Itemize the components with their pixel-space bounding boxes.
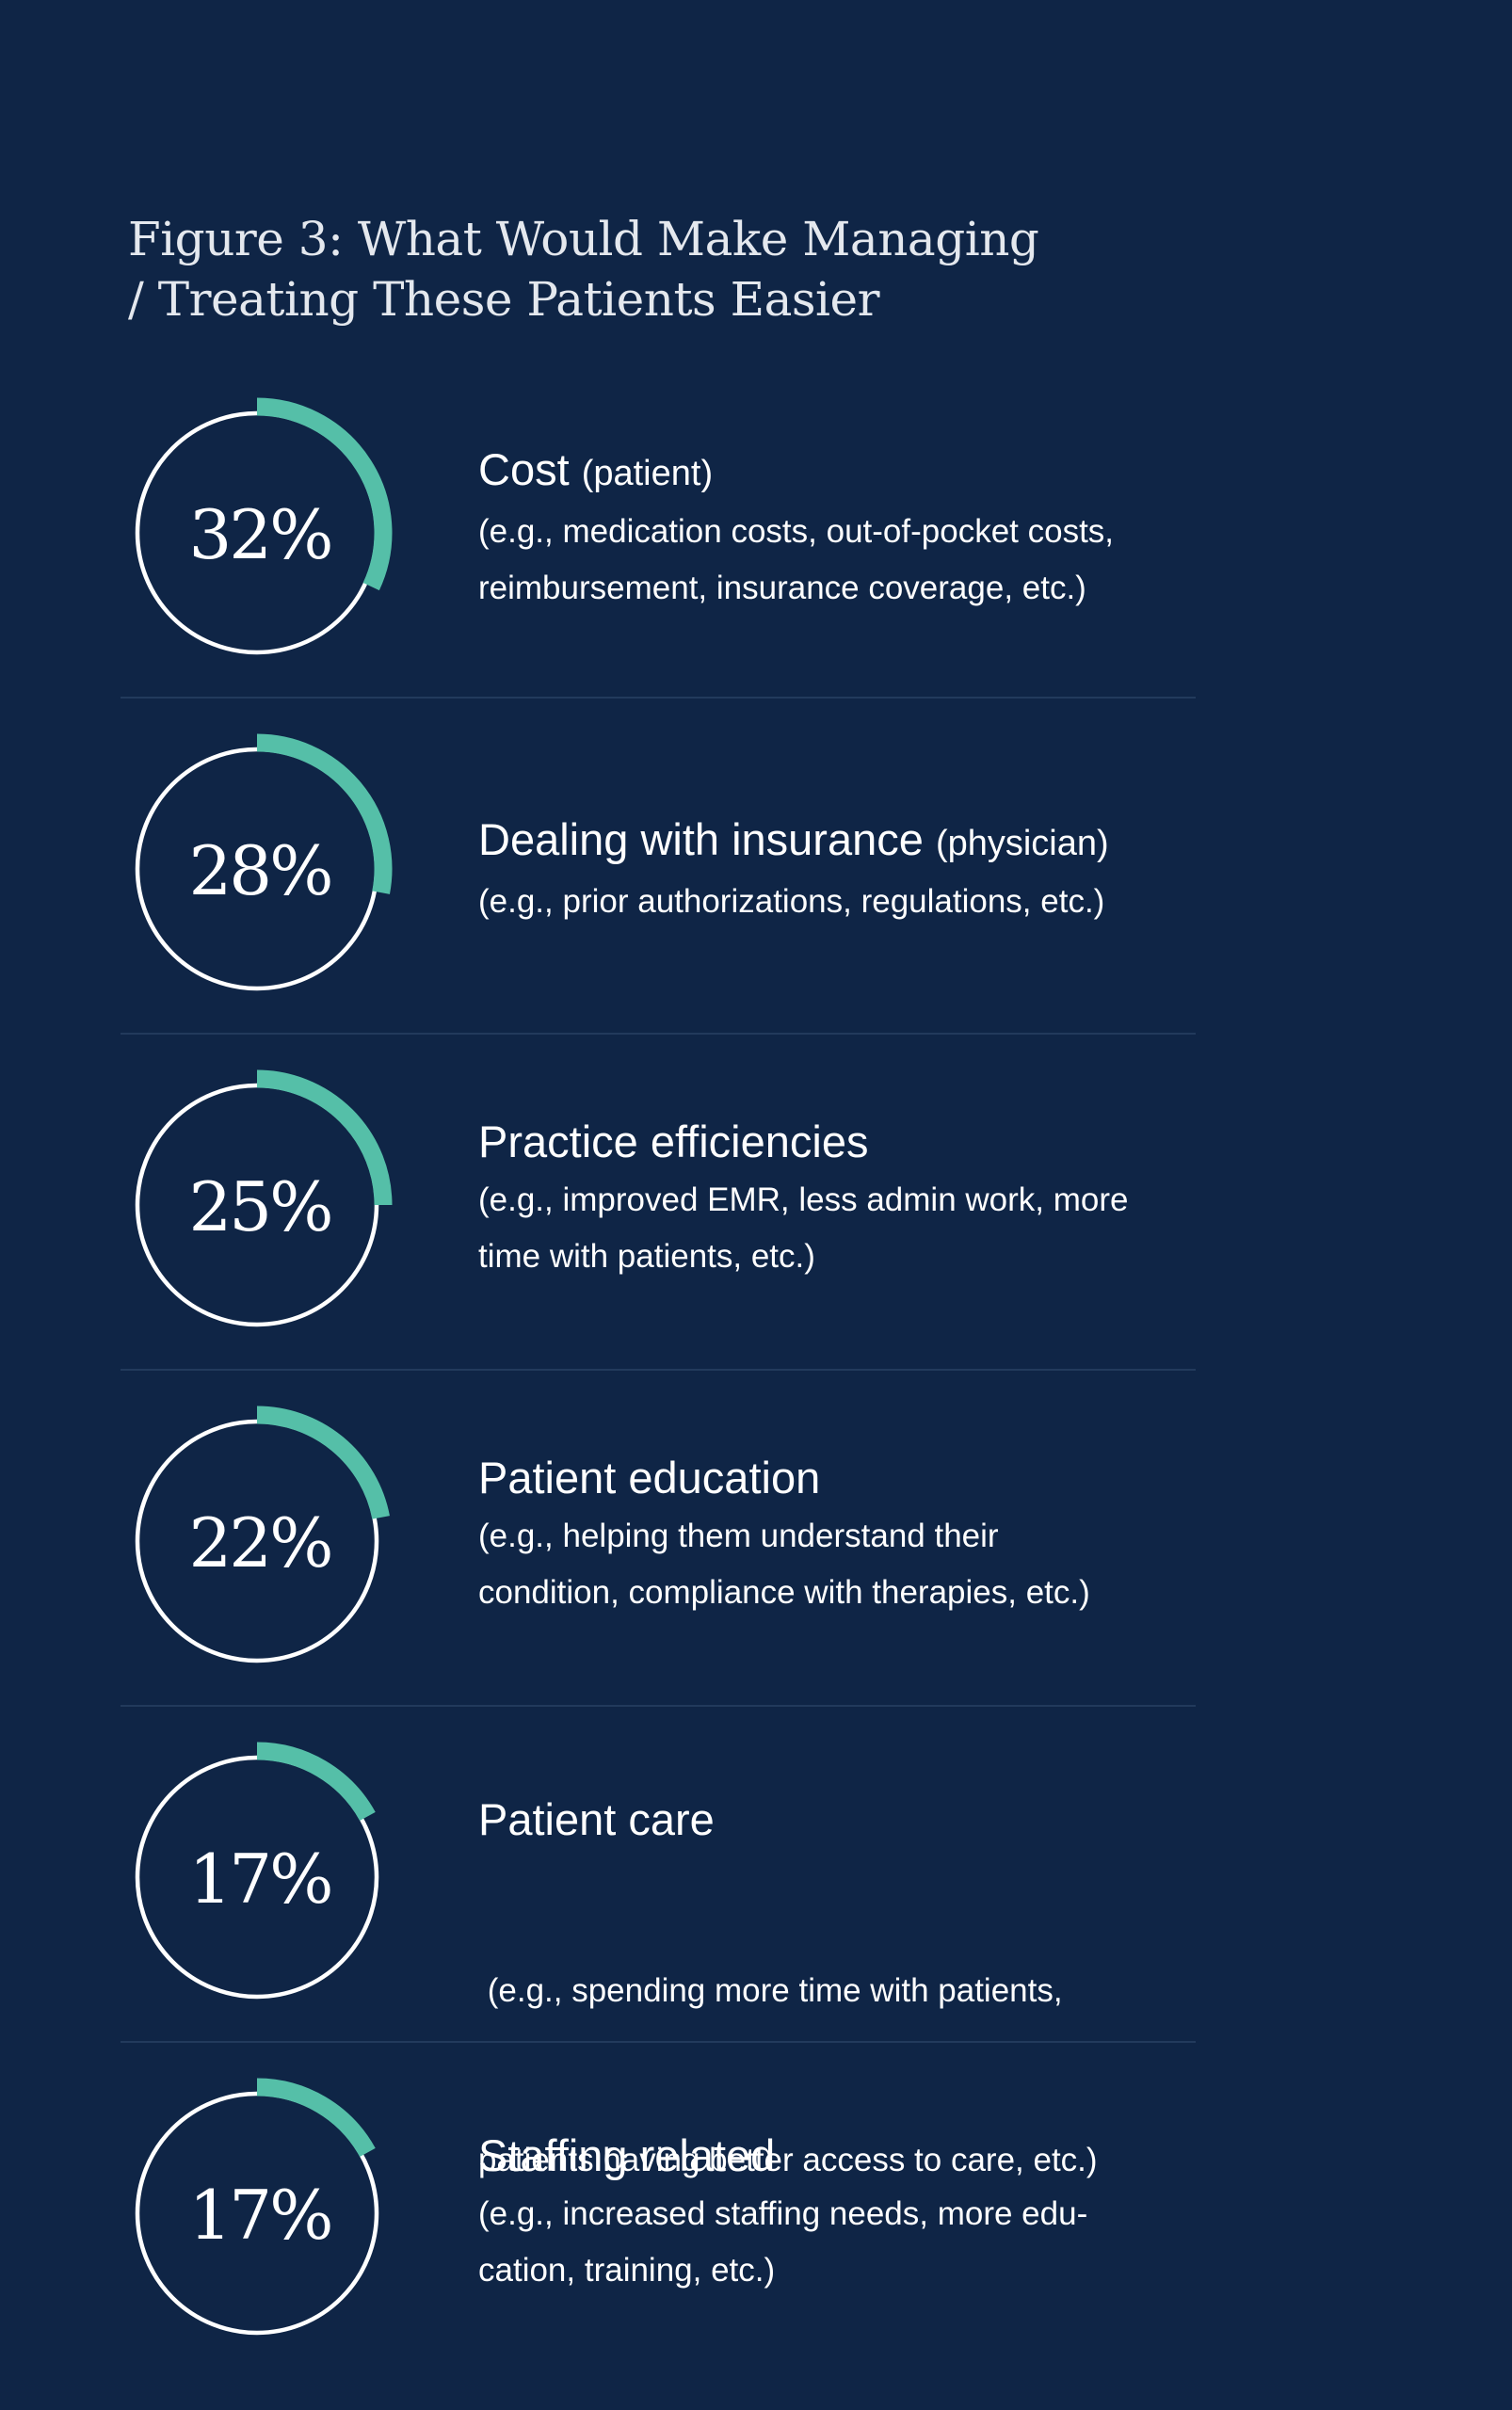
progress-arc <box>256 1069 393 1206</box>
percent-label: 22% <box>188 1503 330 1583</box>
item-description: (e.g., increased staffing needs, more ed… <box>478 2186 1194 2299</box>
progress-ring-svg: 32% <box>135 397 393 655</box>
chart-item-insurance: 28% Dealing with insurance (physician) (… <box>121 699 1196 1035</box>
percent-label: 32% <box>188 495 330 574</box>
item-text: Practice efficiencies (e.g., improved EM… <box>478 1114 1194 1285</box>
percent-label: 17% <box>188 1840 330 1919</box>
item-description: (e.g., helping them understand their con… <box>478 1508 1194 1621</box>
item-description-line: reimbursement, insurance coverage, etc.) <box>478 570 1086 606</box>
item-description-line: cation, training, etc.) <box>478 2252 776 2289</box>
item-heading: Dealing with insurance (physician) <box>478 811 1194 872</box>
progress-arc <box>256 2078 376 2158</box>
progress-ring: 22% <box>121 1405 394 1678</box>
item-text: Staffing related (e.g., increased staffi… <box>478 2128 1194 2299</box>
item-description-line: time with patients, etc.) <box>478 1238 815 1275</box>
progress-ring: 17% <box>121 1741 394 2014</box>
progress-ring-svg: 25% <box>135 1069 393 1327</box>
progress-ring: 32% <box>121 396 394 669</box>
item-description-line: patients having better access to care, e… <box>478 2142 1098 2178</box>
item-text: Patient care (e.g., spending more time w… <box>478 1791 1194 2302</box>
item-description-line: (e.g., medication costs, out-of-pocket c… <box>478 513 1115 550</box>
chart-item-staffing: 17% Staffing related (e.g., increased st… <box>121 2043 1196 2379</box>
item-description-line: (e.g., improved EMR, less admin work, mo… <box>478 1181 1129 1218</box>
item-description: (e.g., medication costs, out-of-pocket c… <box>478 504 1194 617</box>
item-text: Patient education (e.g., helping them un… <box>478 1450 1194 1621</box>
item-heading-label: Patient care <box>478 1794 715 1844</box>
item-heading: Cost (patient) <box>478 442 1194 502</box>
progress-ring-svg: 28% <box>135 733 393 991</box>
item-heading: Patient care <box>478 1791 1194 1848</box>
figure-title: Figure 3: What Would Make Managing / Tre… <box>128 209 1039 329</box>
item-heading-label: Cost <box>478 444 570 494</box>
item-description: (e.g., spending more time with patients,… <box>478 1850 1194 2302</box>
chart-item-patient-education: 22% Patient education (e.g., helping the… <box>121 1371 1196 1707</box>
item-description-line: (e.g., spending more time with patients, <box>478 1972 1063 2009</box>
item-qualifier: (patient) <box>581 454 714 493</box>
item-heading: Staffing related <box>478 2128 1194 2184</box>
item-text: Dealing with insurance (physician) (e.g.… <box>478 811 1194 930</box>
ring-track <box>135 1755 379 2000</box>
progress-arc <box>256 397 393 591</box>
item-heading: Patient education <box>478 1450 1194 1506</box>
chart-item-cost: 32% Cost (patient) (e.g., medication cos… <box>121 362 1196 699</box>
ring-track <box>135 2091 379 2336</box>
progress-ring: 28% <box>121 732 394 1005</box>
percent-label: 25% <box>188 1167 330 1246</box>
item-heading: Practice efficiencies <box>478 1114 1194 1170</box>
percent-label: 28% <box>188 831 330 910</box>
item-text: Cost (patient) (e.g., medication costs, … <box>478 442 1194 617</box>
progress-arc <box>256 733 393 894</box>
item-heading-label: Staffing related <box>478 2130 776 2180</box>
item-description-line: (e.g., prior authorizations, regulations… <box>478 883 1105 920</box>
ring-track <box>135 1419 379 1663</box>
item-heading-label: Practice efficiencies <box>478 1117 869 1166</box>
progress-arc <box>256 1406 390 1519</box>
figure-title-line-2: / Treating These Patients Easier <box>128 272 880 327</box>
figure-title-line-1: Figure 3: What Would Make Managing <box>128 212 1039 266</box>
progress-ring: 25% <box>121 1068 394 1342</box>
item-heading-label: Dealing with insurance <box>478 814 924 864</box>
progress-ring: 17% <box>121 2077 394 2350</box>
percent-label: 17% <box>188 2176 330 2255</box>
progress-ring-svg: 17% <box>135 2078 379 2336</box>
progress-ring-svg: 22% <box>135 1406 390 1663</box>
chart-item-patient-care: 17% Patient care (e.g., spending more ti… <box>121 1707 1196 2178</box>
item-qualifier: (physician) <box>935 824 1109 863</box>
chart-items: 32% Cost (patient) (e.g., medication cos… <box>121 362 1196 2379</box>
progress-ring-svg: 17% <box>135 1742 379 2000</box>
item-description: (e.g., improved EMR, less admin work, mo… <box>478 1172 1194 1285</box>
item-heading-label: Patient education <box>478 1453 821 1502</box>
chart-item-practice-efficiencies: 25% Practice efficiencies (e.g., improve… <box>121 1035 1196 1371</box>
item-description-line: condition, compliance with therapies, et… <box>478 1574 1090 1611</box>
progress-arc <box>256 1742 376 1822</box>
item-description-line: (e.g., helping them understand their <box>478 1518 999 1554</box>
item-description: (e.g., prior authorizations, regulations… <box>478 874 1194 930</box>
item-description-line: (e.g., increased staffing needs, more ed… <box>478 2195 1088 2232</box>
